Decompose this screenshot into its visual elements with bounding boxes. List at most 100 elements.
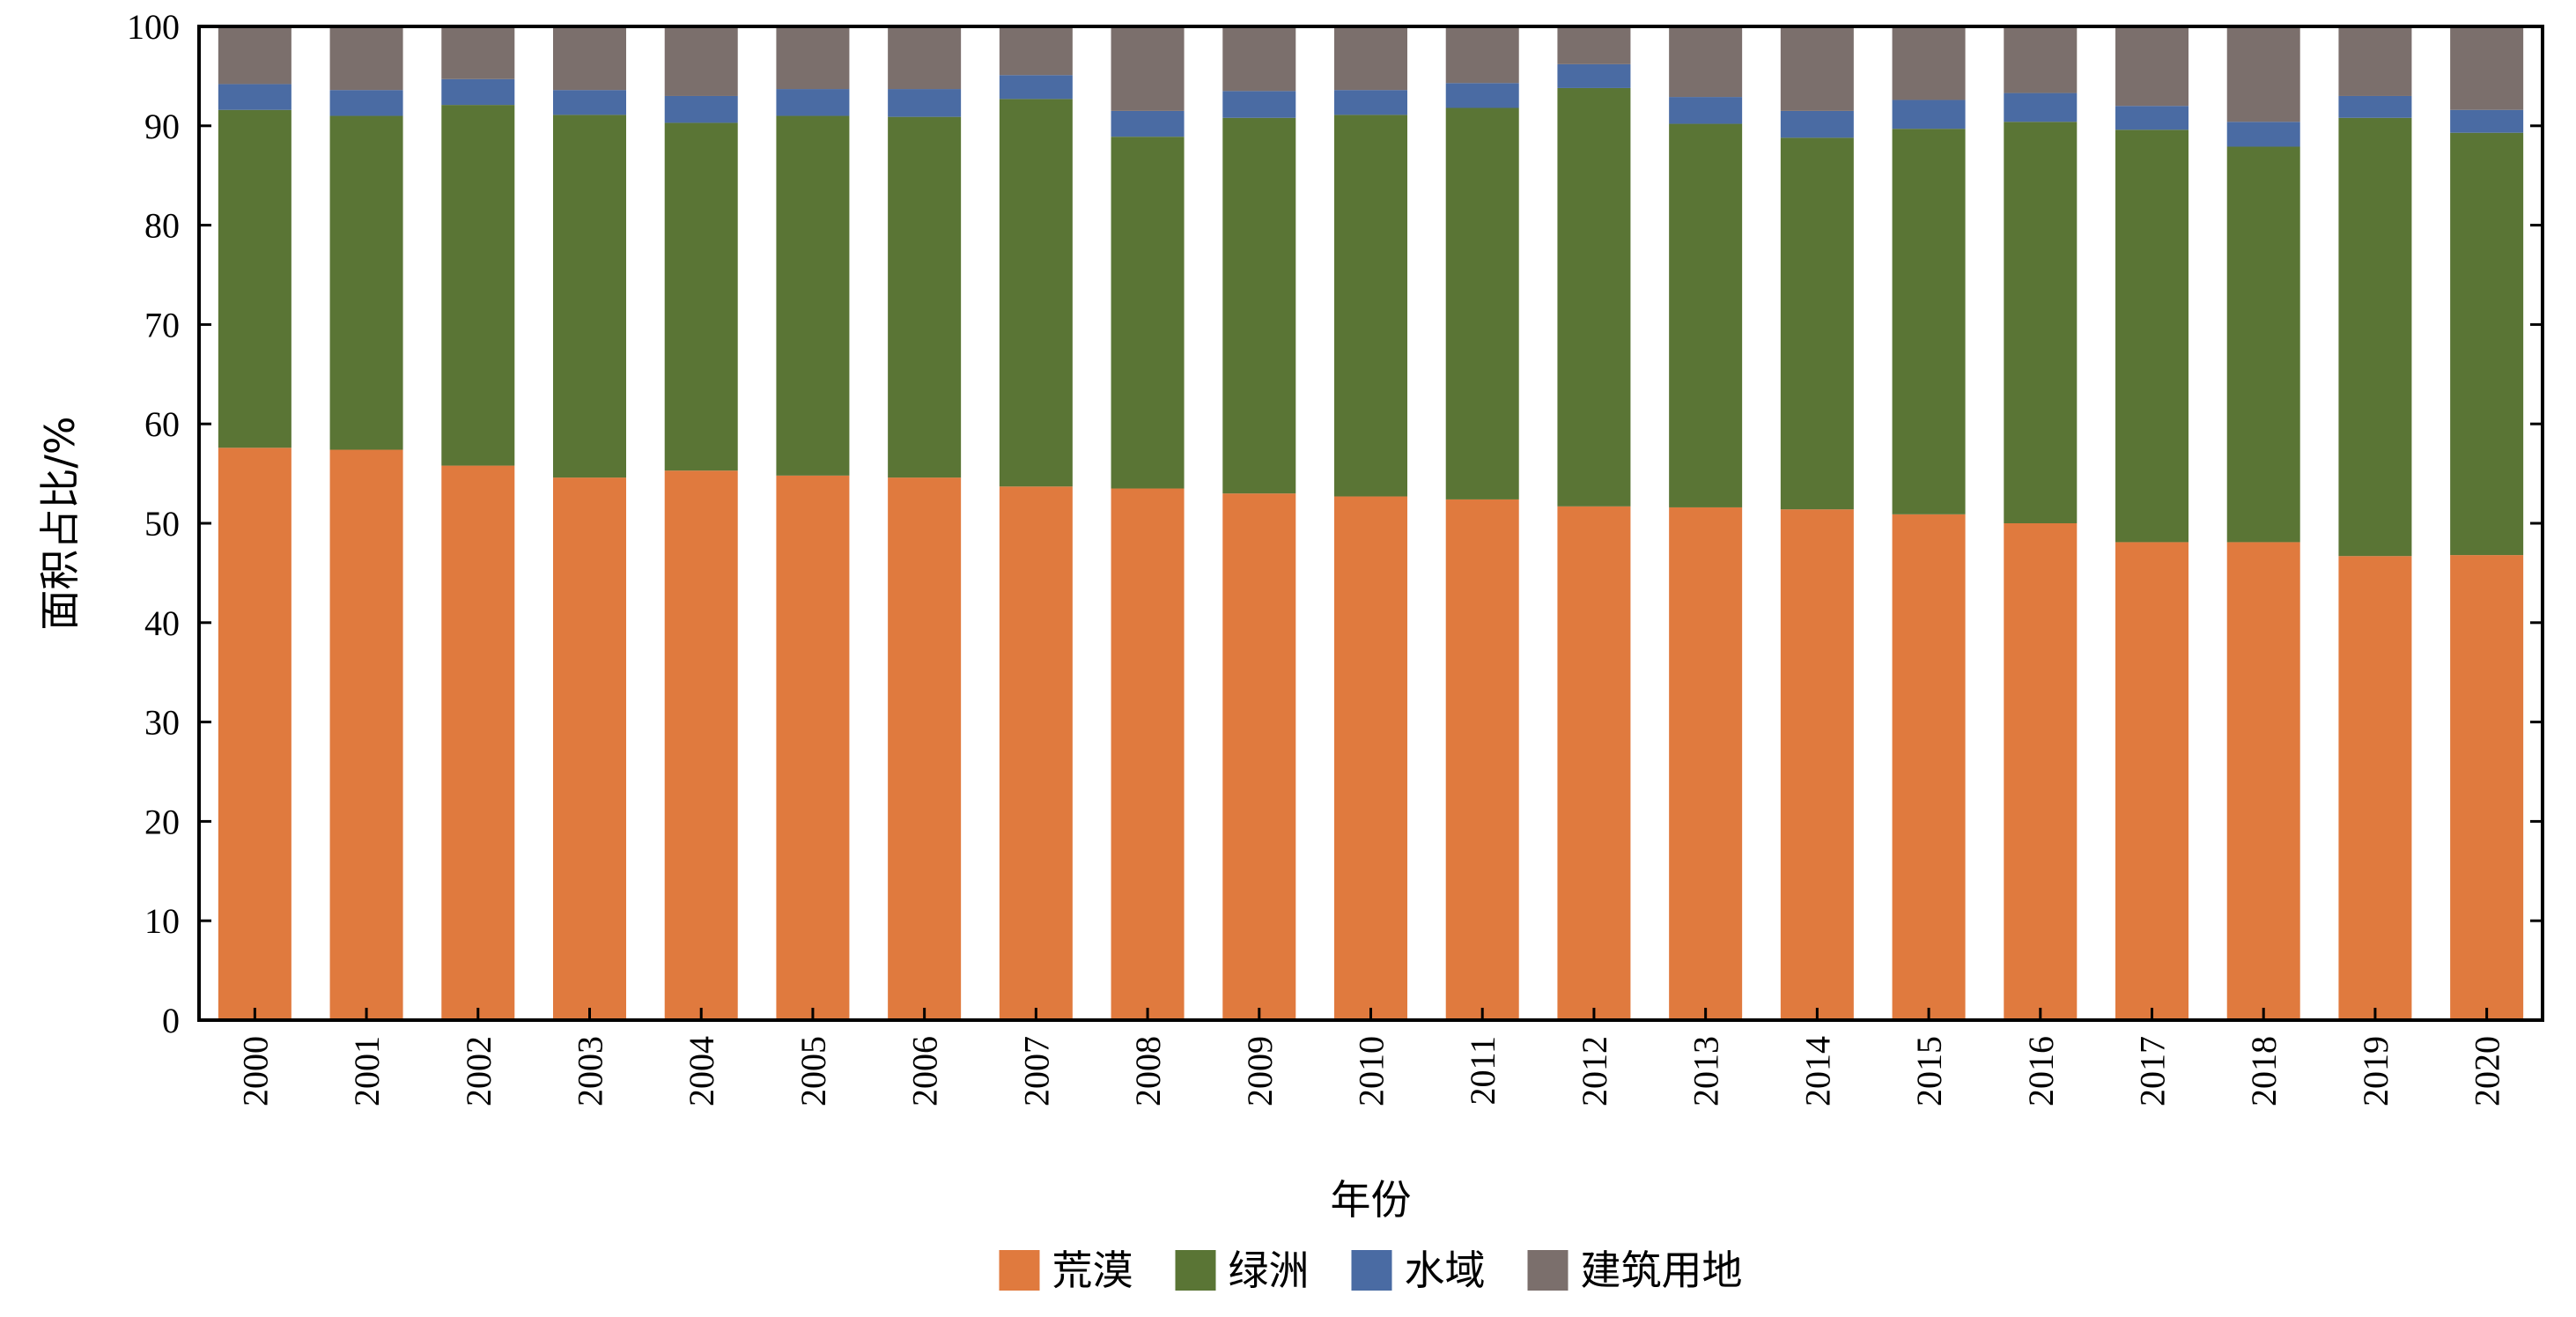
bar-segment-2019-3 — [2338, 26, 2412, 96]
bar-segment-2015-0 — [1892, 514, 1966, 1020]
bar-segment-2005-3 — [776, 26, 850, 90]
bar-segment-2003-0 — [553, 477, 626, 1020]
bar-segment-2008-2 — [1111, 110, 1185, 137]
x-tick-label: 2008 — [1128, 1036, 1168, 1106]
y-axis-title: 面积占比/% — [36, 416, 84, 630]
bar-segment-2018-1 — [2226, 146, 2300, 543]
bar-segment-2007-1 — [999, 99, 1073, 487]
bar-segment-2013-0 — [1669, 507, 1743, 1020]
x-tick-label: 2005 — [793, 1036, 833, 1106]
y-axis: 0 10 20 30 40 50 60 70 80 90 100 — [127, 7, 2543, 1040]
bar-segment-2020-2 — [2450, 109, 2524, 133]
bar-segment-2014-2 — [1780, 110, 1854, 138]
legend-swatch — [999, 1250, 1040, 1291]
y-tick-label: 100 — [127, 7, 180, 47]
bar-segment-2004-0 — [664, 470, 738, 1020]
x-axis-title: 年份 — [1331, 1176, 1412, 1224]
bar-segment-2009-0 — [1222, 493, 1296, 1020]
bar-segment-2012-2 — [1557, 63, 1631, 88]
bar-segment-2019-2 — [2338, 95, 2412, 118]
bar-segment-2019-0 — [2338, 556, 2412, 1020]
bar-segment-2016-0 — [2004, 523, 2078, 1020]
bar-segment-2004-2 — [664, 95, 738, 123]
x-tick-label: 2002 — [459, 1036, 498, 1106]
bar-segment-2011-1 — [1445, 107, 1519, 499]
bar-segment-2020-3 — [2450, 26, 2524, 110]
y-tick-label: 50 — [144, 504, 180, 544]
bar-segment-2017-3 — [2115, 26, 2188, 107]
bar-segment-2003-2 — [553, 90, 626, 115]
bar-segment-2018-0 — [2226, 542, 2300, 1020]
x-tick-label: 2017 — [2133, 1036, 2173, 1106]
bar-segment-2013-3 — [1669, 26, 1743, 98]
bar-segment-2012-0 — [1557, 506, 1631, 1020]
bar-segment-2011-3 — [1445, 26, 1519, 84]
bar-segment-2011-2 — [1445, 83, 1519, 108]
x-tick-label: 2000 — [235, 1036, 275, 1106]
bar-segment-2004-1 — [664, 122, 738, 471]
bar-segment-2018-2 — [2226, 122, 2300, 147]
legend-label: 绿洲 — [1229, 1247, 1310, 1294]
bar-segment-2012-3 — [1557, 26, 1631, 64]
y-tick-label: 30 — [144, 703, 180, 743]
x-tick-label: 2013 — [1687, 1036, 1726, 1106]
bar-segment-2017-2 — [2115, 106, 2188, 130]
legend-label: 荒漠 — [1052, 1247, 1133, 1294]
bar-segment-2008-0 — [1111, 488, 1185, 1020]
bar-segment-2008-3 — [1111, 26, 1185, 111]
x-tick-label: 2015 — [1909, 1036, 1949, 1106]
y-tick-label: 60 — [144, 404, 180, 444]
bar-segment-2006-1 — [888, 116, 962, 478]
bar-segment-2009-3 — [1222, 26, 1296, 92]
y-tick-label: 20 — [144, 802, 180, 841]
x-tick-label: 2003 — [571, 1036, 610, 1106]
bar-segment-2014-3 — [1780, 26, 1854, 111]
bar-segment-2013-2 — [1669, 97, 1743, 124]
bar-segment-2006-2 — [888, 89, 962, 117]
bar-segment-2000-2 — [218, 84, 292, 110]
x-tick-label: 2012 — [1575, 1036, 1614, 1106]
bar-segment-2009-2 — [1222, 91, 1296, 118]
bar-segment-2000-1 — [218, 109, 292, 448]
bar-segment-2007-0 — [999, 486, 1073, 1020]
bar-segment-2006-0 — [888, 477, 962, 1020]
bar-segment-2005-1 — [776, 115, 850, 476]
bar-segment-2016-1 — [2004, 122, 2078, 524]
y-tick-label: 10 — [144, 901, 180, 941]
x-tick-label: 2011 — [1463, 1036, 1502, 1106]
bar-segment-2000-0 — [218, 448, 292, 1020]
legend-swatch — [1351, 1250, 1392, 1291]
bar-segment-2004-3 — [664, 26, 738, 96]
x-axis: 2000 2001 2002 2003 2004 2005 2006 2007 2008 2009… — [235, 1008, 2507, 1106]
legend-swatch — [1527, 1250, 1568, 1291]
bar-segment-2003-1 — [553, 115, 626, 478]
y-tick-label: 80 — [144, 206, 180, 246]
bars-layer — [218, 26, 2524, 1020]
y-tick-label: 40 — [144, 603, 180, 643]
bar-segment-2005-0 — [776, 475, 850, 1020]
bar-segment-2001-3 — [329, 26, 403, 91]
x-tick-label: 2009 — [1240, 1036, 1280, 1106]
x-tick-label: 2016 — [2021, 1036, 2061, 1106]
x-tick-label: 2010 — [1352, 1036, 1391, 1106]
bar-segment-2013-1 — [1669, 123, 1743, 507]
legend-label: 水域 — [1405, 1247, 1486, 1294]
bar-segment-2007-3 — [999, 26, 1073, 76]
bar-segment-2008-1 — [1111, 137, 1185, 489]
bar-segment-2000-3 — [218, 26, 292, 85]
bar-segment-2019-1 — [2338, 117, 2412, 557]
bar-segment-2014-0 — [1780, 509, 1854, 1020]
x-tick-label: 2018 — [2244, 1036, 2284, 1106]
bar-segment-2020-1 — [2450, 132, 2524, 556]
bar-segment-2010-3 — [1334, 26, 1407, 91]
bar-segment-2002-0 — [441, 465, 515, 1020]
bar-segment-2005-2 — [776, 89, 850, 116]
bar-segment-2015-1 — [1892, 129, 1966, 514]
x-tick-label: 2001 — [347, 1036, 387, 1106]
bar-segment-2015-3 — [1892, 26, 1966, 100]
x-tick-label: 2014 — [1797, 1036, 1837, 1106]
bar-segment-2009-1 — [1222, 117, 1296, 494]
bar-segment-2017-0 — [2115, 542, 2188, 1020]
bar-segment-2020-0 — [2450, 555, 2524, 1020]
bar-segment-2010-2 — [1334, 90, 1407, 115]
